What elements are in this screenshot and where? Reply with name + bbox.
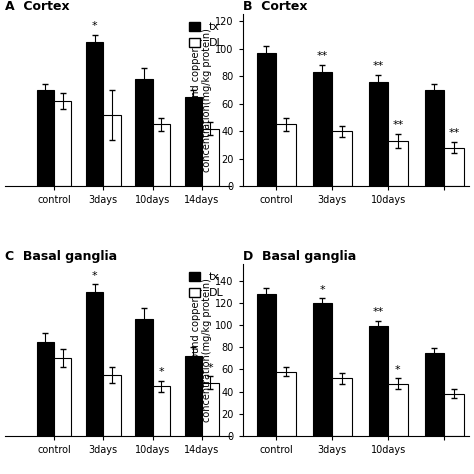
Text: D  Basal ganglia: D Basal ganglia <box>243 250 356 263</box>
Text: B  Cortex: B Cortex <box>243 0 307 13</box>
Bar <box>369 82 388 186</box>
Text: A  Cortex: A Cortex <box>5 0 69 13</box>
Bar <box>135 319 153 436</box>
Bar <box>54 358 71 436</box>
Y-axis label: Protein-bound copper
concentration(mg/kg protein): Protein-bound copper concentration(mg/kg… <box>191 28 212 172</box>
Bar <box>103 375 120 436</box>
Text: **: ** <box>448 128 459 138</box>
Bar <box>184 97 202 186</box>
Bar <box>312 72 332 186</box>
Text: *: * <box>395 365 401 375</box>
Bar <box>135 79 153 186</box>
Text: C  Basal ganglia: C Basal ganglia <box>5 250 117 263</box>
Text: *: * <box>319 285 325 295</box>
Text: *: * <box>208 363 213 373</box>
Bar <box>37 90 54 186</box>
Text: **: ** <box>317 51 328 61</box>
Bar <box>425 90 444 186</box>
Legend: tx, DL: tx, DL <box>187 269 226 301</box>
Bar <box>444 148 464 186</box>
Text: *: * <box>158 367 164 377</box>
Bar <box>444 394 464 436</box>
Bar <box>256 53 276 186</box>
Bar <box>153 124 170 186</box>
Bar <box>103 115 120 186</box>
Y-axis label: Protein-bound copper
concentration(mg/kg protein): Protein-bound copper concentration(mg/kg… <box>191 278 212 422</box>
Bar <box>37 342 54 436</box>
Legend: tx, DL: tx, DL <box>187 20 226 51</box>
Bar <box>388 384 408 436</box>
Bar <box>202 383 219 436</box>
Bar <box>369 326 388 436</box>
Bar <box>86 42 103 186</box>
Text: **: ** <box>373 61 384 71</box>
Bar <box>388 141 408 186</box>
Bar <box>184 356 202 436</box>
Bar <box>202 128 219 186</box>
Bar <box>276 124 296 186</box>
Bar <box>425 353 444 436</box>
Text: *: * <box>92 21 98 31</box>
Text: *: * <box>92 271 98 281</box>
Bar <box>153 386 170 436</box>
Text: **: ** <box>392 120 403 130</box>
Bar <box>332 378 352 436</box>
Bar <box>54 101 71 186</box>
Bar <box>332 131 352 186</box>
Bar <box>312 303 332 436</box>
Text: **: ** <box>373 307 384 317</box>
Bar <box>276 372 296 436</box>
Bar <box>86 292 103 436</box>
Bar <box>256 294 276 436</box>
